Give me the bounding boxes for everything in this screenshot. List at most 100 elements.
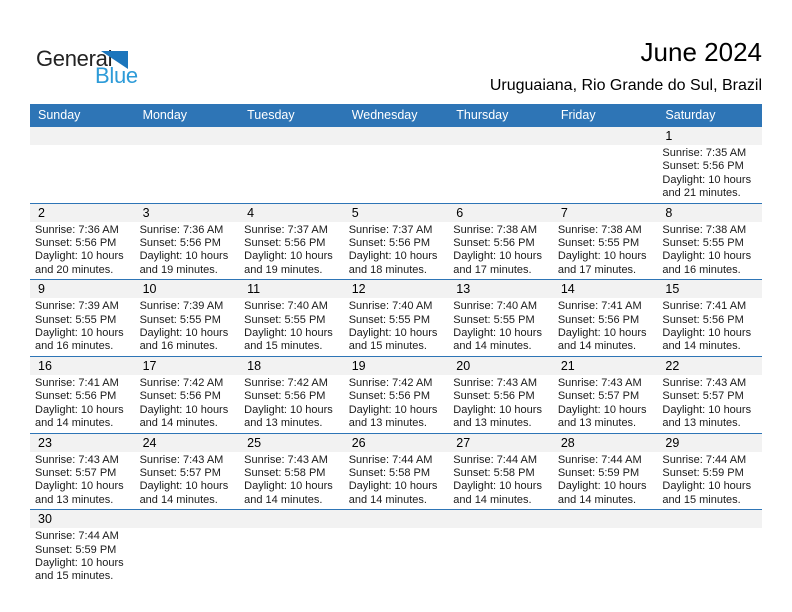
calendar-empty-cell bbox=[343, 510, 449, 586]
detail-line: Sunrise: 7:43 AM bbox=[557, 376, 642, 389]
day-number: 4 bbox=[239, 203, 344, 222]
detail-line: Sunset: 5:56 PM bbox=[453, 237, 535, 250]
detail-line: Sunset: 5:56 PM bbox=[453, 390, 535, 403]
detail-line: Sunrise: 7:44 AM bbox=[348, 453, 433, 466]
detail-line: Daylight: 10 hours bbox=[35, 250, 124, 263]
detail-line: Sunrise: 7:44 AM bbox=[662, 453, 747, 466]
detail-line: Sunset: 5:55 PM bbox=[244, 313, 326, 326]
day-number: 17 bbox=[134, 356, 240, 375]
detail-line: Sunrise: 7:43 AM bbox=[453, 376, 538, 389]
detail-line: and 13 minutes. bbox=[453, 417, 532, 430]
day-details: Sunrise: 7:41 AM Sunset: 5:56 PM Daylight:… bbox=[553, 298, 658, 356]
detail-line: Daylight: 10 hours bbox=[244, 480, 333, 493]
detail-line: Sunset: 5:56 PM bbox=[557, 313, 640, 326]
detail-line: and 18 minutes. bbox=[348, 263, 427, 276]
calendar-empty-cell bbox=[239, 510, 344, 586]
day-details: Sunrise: 7:37 AM Sunset: 5:56 PM Daylight:… bbox=[344, 222, 449, 280]
calendar-empty-cell bbox=[448, 510, 553, 586]
day-details: Sunrise: 7:41 AM Sunset: 5:56 PM Daylight:… bbox=[30, 375, 135, 433]
detail-line: Daylight: 10 hours bbox=[139, 327, 229, 340]
detail-line: Sunrise: 7:40 AM bbox=[453, 300, 538, 313]
detail-line: Sunrise: 7:39 AM bbox=[35, 300, 119, 313]
day-details: Sunrise: 7:37 AM Sunset: 5:56 PM Daylight:… bbox=[239, 222, 344, 280]
day-details: Sunrise: 7:40 AM Sunset: 5:55 PM Daylight:… bbox=[448, 298, 553, 356]
detail-line: Sunset: 5:56 PM bbox=[662, 313, 744, 326]
detail-line: and 14 minutes. bbox=[244, 493, 323, 506]
day-details: Sunrise: 7:43 AM Sunset: 5:57 PM Daylight:… bbox=[30, 452, 135, 510]
weekday-header-thursday: Thursday bbox=[456, 108, 509, 122]
detail-line: Daylight: 10 hours bbox=[348, 250, 438, 263]
day-number: 5 bbox=[343, 203, 449, 222]
detail-line: Sunset: 5:56 PM bbox=[244, 390, 326, 403]
day-number: 7 bbox=[552, 203, 658, 222]
day-details bbox=[135, 528, 240, 532]
day-number bbox=[239, 127, 344, 145]
detail-line: and 14 minutes. bbox=[453, 340, 532, 353]
day-details bbox=[239, 528, 344, 532]
detail-line: and 14 minutes. bbox=[139, 493, 218, 506]
location-subtitle: Uruguaiana, Rio Grande do Sul, Brazil bbox=[489, 77, 762, 94]
day-number bbox=[134, 127, 240, 145]
calendar-day-cell: 6 Sunrise: 7:38 AM Sunset: 5:56 PM Daylight… bbox=[448, 203, 553, 280]
calendar-empty-cell bbox=[657, 510, 762, 586]
weekday-header-friday: Friday bbox=[560, 108, 596, 122]
detail-line: Sunset: 5:59 PM bbox=[662, 466, 744, 479]
detail-line: and 13 minutes. bbox=[557, 417, 637, 430]
day-number: 13 bbox=[448, 280, 553, 299]
detail-line: Sunrise: 7:38 AM bbox=[557, 223, 642, 236]
day-number: 2 bbox=[30, 203, 135, 222]
day-details: Sunrise: 7:43 AM Sunset: 5:57 PM Daylight:… bbox=[657, 375, 762, 433]
weekday-header-tuesday: Tuesday bbox=[247, 108, 295, 122]
calendar-empty-cell bbox=[134, 127, 240, 203]
detail-line: Sunset: 5:58 PM bbox=[348, 466, 431, 479]
detail-line: Sunrise: 7:44 AM bbox=[453, 453, 538, 466]
detail-line: and 14 minutes. bbox=[453, 493, 532, 506]
day-details bbox=[553, 145, 658, 149]
day-details bbox=[344, 145, 449, 149]
calendar-day-cell: 23 Sunrise: 7:43 AM Sunset: 5:57 PM Dayligh… bbox=[30, 433, 135, 510]
detail-line: Daylight: 10 hours bbox=[662, 480, 752, 493]
day-number: 29 bbox=[657, 433, 762, 452]
day-details: Sunrise: 7:38 AM Sunset: 5:55 PM Daylight:… bbox=[657, 222, 762, 280]
day-details: Sunrise: 7:38 AM Sunset: 5:55 PM Daylight:… bbox=[553, 222, 658, 280]
calendar-day-cell: 27 Sunrise: 7:44 AM Sunset: 5:58 PM Dayligh… bbox=[448, 433, 553, 510]
calendar-day-cell: 28 Sunrise: 7:44 AM Sunset: 5:59 PM Dayligh… bbox=[552, 433, 658, 510]
detail-line: and 13 minutes. bbox=[348, 417, 427, 430]
detail-line: and 19 minutes. bbox=[139, 263, 218, 276]
weekday-header-row: Sunday Monday Tuesday Wednesday Thursday Frid… bbox=[30, 104, 762, 126]
calendar-empty-cell bbox=[552, 127, 658, 203]
calendar-day-cell: 1 Sunrise: 7:35 AM Sunset: 5:56 PM Daylight… bbox=[657, 127, 762, 203]
detail-line: Sunrise: 7:38 AM bbox=[662, 223, 747, 236]
week-row: 16 Sunrise: 7:41 AM Sunset: 5:56 PM Dayligh… bbox=[30, 355, 762, 433]
detail-line: Daylight: 10 hours bbox=[662, 403, 752, 416]
detail-line: Daylight: 10 hours bbox=[139, 403, 229, 416]
detail-line: Sunset: 5:55 PM bbox=[557, 237, 640, 250]
day-details: Sunrise: 7:42 AM Sunset: 5:56 PM Daylight:… bbox=[135, 375, 240, 433]
detail-line: Sunrise: 7:43 AM bbox=[662, 376, 747, 389]
detail-line: Sunset: 5:57 PM bbox=[557, 390, 640, 403]
detail-line: Sunset: 5:55 PM bbox=[453, 313, 535, 326]
detail-line: Daylight: 10 hours bbox=[453, 480, 542, 493]
detail-line: Sunrise: 7:41 AM bbox=[35, 376, 119, 389]
day-details bbox=[30, 145, 135, 149]
day-details bbox=[135, 145, 240, 149]
detail-line: and 14 minutes. bbox=[557, 340, 637, 353]
detail-line: Sunrise: 7:37 AM bbox=[348, 223, 433, 236]
day-details: Sunrise: 7:39 AM Sunset: 5:55 PM Daylight:… bbox=[30, 298, 135, 356]
detail-line: Sunrise: 7:44 AM bbox=[35, 530, 119, 543]
detail-line: and 13 minutes. bbox=[662, 417, 741, 430]
calendar-day-cell: 20 Sunrise: 7:43 AM Sunset: 5:56 PM Dayligh… bbox=[448, 356, 553, 433]
day-details: Sunrise: 7:40 AM Sunset: 5:55 PM Daylight:… bbox=[344, 298, 449, 356]
day-number bbox=[343, 510, 449, 529]
detail-line: Daylight: 10 hours bbox=[453, 327, 542, 340]
day-number: 16 bbox=[30, 356, 135, 375]
day-number: 1 bbox=[657, 127, 762, 145]
day-number: 24 bbox=[134, 433, 240, 452]
day-details bbox=[239, 145, 344, 149]
detail-line: Daylight: 10 hours bbox=[453, 403, 542, 416]
weekday-header-sunday: Sunday bbox=[38, 108, 81, 122]
detail-line: Daylight: 10 hours bbox=[244, 403, 333, 416]
detail-line: Daylight: 10 hours bbox=[348, 480, 438, 493]
calendar-empty-cell bbox=[552, 510, 658, 586]
detail-line: and 15 minutes. bbox=[244, 340, 323, 353]
